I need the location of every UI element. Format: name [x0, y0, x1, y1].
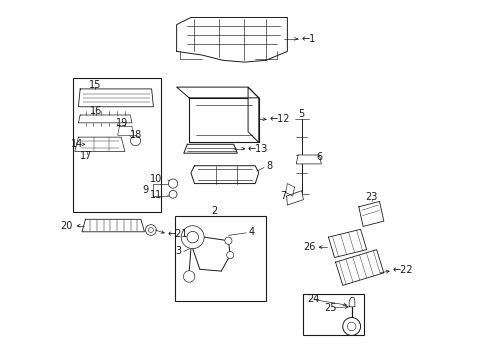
- Text: 4: 4: [247, 227, 254, 237]
- Polygon shape: [285, 184, 294, 196]
- Text: 5: 5: [298, 109, 304, 119]
- Text: 3: 3: [175, 247, 181, 256]
- Circle shape: [148, 228, 153, 233]
- Polygon shape: [78, 115, 132, 123]
- Text: 19: 19: [116, 118, 128, 128]
- Text: 2: 2: [211, 206, 217, 216]
- Text: 14: 14: [71, 139, 83, 149]
- Text: ←21: ←21: [167, 229, 188, 239]
- Polygon shape: [296, 155, 321, 164]
- Text: ←1: ←1: [301, 34, 315, 44]
- Bar: [175, 216, 265, 301]
- Text: 9: 9: [142, 185, 148, 195]
- Circle shape: [169, 190, 177, 198]
- Polygon shape: [82, 219, 144, 232]
- Text: 6: 6: [315, 152, 322, 162]
- Text: ←13: ←13: [247, 144, 267, 154]
- Text: 24: 24: [306, 294, 319, 303]
- Circle shape: [168, 179, 177, 188]
- Polygon shape: [183, 144, 237, 153]
- Text: 26: 26: [303, 242, 315, 252]
- Text: ←22: ←22: [392, 265, 412, 275]
- Text: 20: 20: [61, 221, 73, 231]
- Text: 23: 23: [365, 192, 377, 202]
- Text: 10: 10: [150, 174, 162, 184]
- Text: 15: 15: [89, 80, 101, 90]
- Bar: [189, 98, 258, 143]
- Polygon shape: [75, 137, 124, 152]
- Text: 18: 18: [129, 130, 142, 140]
- Polygon shape: [348, 297, 354, 307]
- Polygon shape: [286, 191, 303, 205]
- Circle shape: [226, 251, 233, 258]
- Circle shape: [346, 322, 355, 331]
- Text: 16: 16: [90, 106, 102, 116]
- Polygon shape: [190, 166, 258, 184]
- Circle shape: [224, 237, 231, 244]
- Text: 11: 11: [150, 190, 162, 201]
- Polygon shape: [78, 89, 153, 107]
- Polygon shape: [176, 87, 258, 98]
- Polygon shape: [335, 249, 383, 285]
- Text: 7: 7: [280, 191, 286, 201]
- Text: ←12: ←12: [269, 114, 289, 124]
- Circle shape: [342, 318, 360, 336]
- Text: 17: 17: [80, 151, 93, 161]
- Bar: [73, 78, 160, 212]
- Polygon shape: [328, 229, 366, 257]
- Circle shape: [183, 271, 194, 282]
- Polygon shape: [358, 202, 383, 226]
- Circle shape: [186, 231, 198, 243]
- Polygon shape: [118, 126, 134, 135]
- Circle shape: [130, 136, 140, 146]
- Text: 25: 25: [324, 303, 336, 313]
- Polygon shape: [176, 18, 287, 62]
- Text: 8: 8: [265, 161, 271, 171]
- Polygon shape: [247, 87, 258, 143]
- Circle shape: [181, 226, 203, 249]
- Circle shape: [145, 225, 156, 235]
- Bar: [303, 294, 364, 336]
